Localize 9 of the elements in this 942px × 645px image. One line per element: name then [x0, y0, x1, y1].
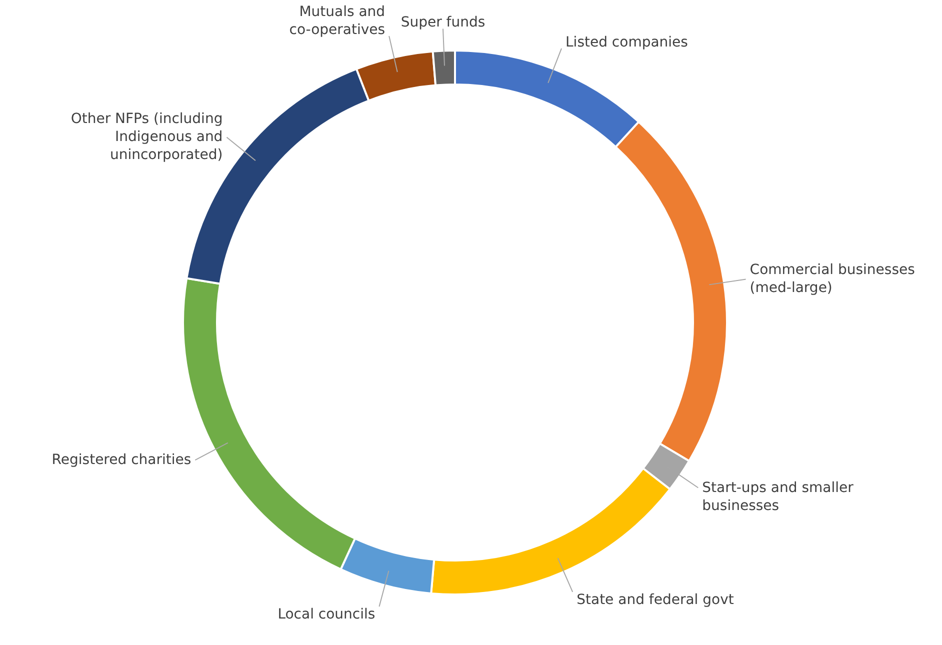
slice-label: Super funds: [400, 14, 486, 31]
slice-label: State and federal govt: [576, 592, 734, 608]
slice-label: Other NFPs (including Indigenous and unincorporated): [70, 111, 223, 164]
slice-label: Commercial businesses (med-large): [750, 262, 915, 296]
slice-label: Listed companies: [566, 34, 688, 50]
slice-label: Start-ups and smaller businesses: [702, 480, 854, 514]
slice-label: Mutuals and co-operatives: [289, 4, 386, 38]
slice-label: Registered charities: [52, 452, 192, 468]
slice-label: Local councils: [278, 606, 376, 623]
